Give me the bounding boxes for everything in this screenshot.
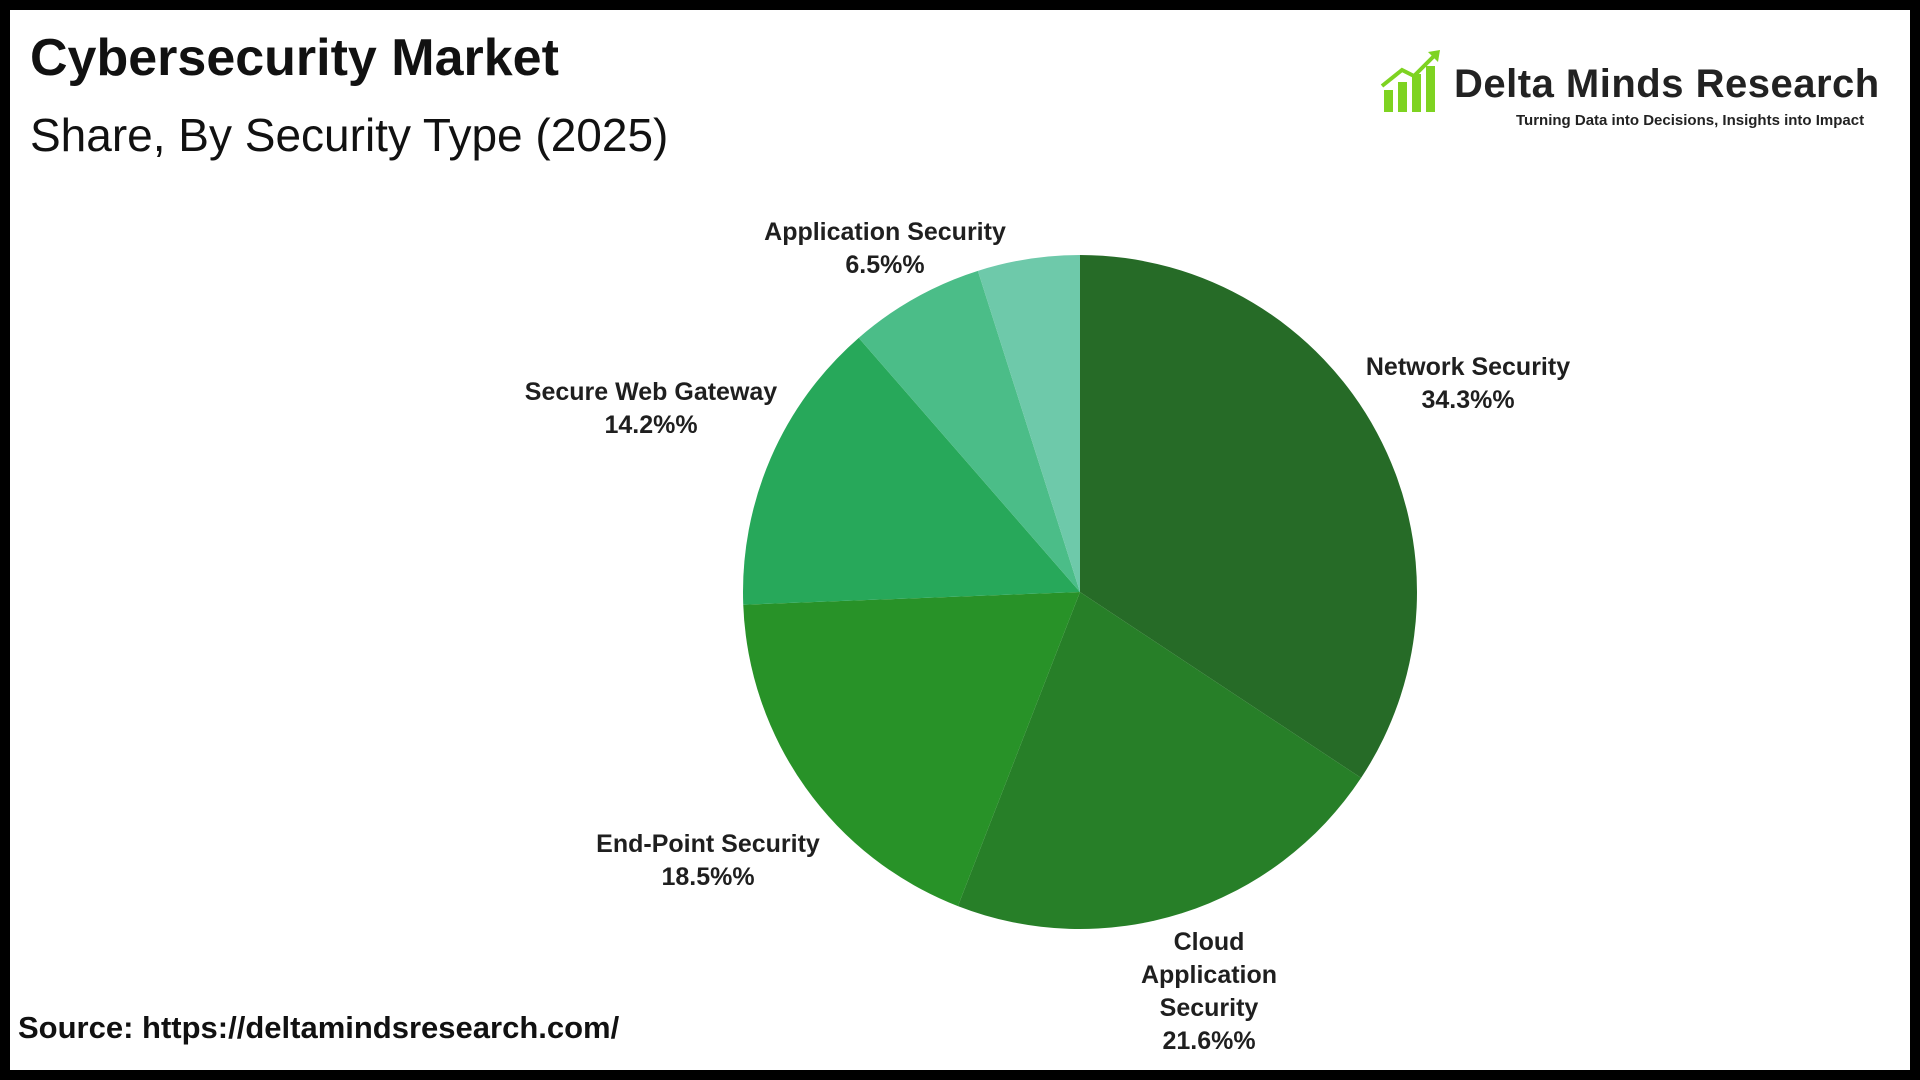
brand-logo: Delta Minds Research Turning Data into D… <box>1378 42 1888 132</box>
slice-value-label: 34.3%% <box>1421 386 1514 414</box>
chart-title: Cybersecurity Market <box>30 29 559 87</box>
slice-name-label: Network Security <box>1366 353 1570 381</box>
slice-label-group: Application Security 6.5%% <box>764 218 1006 279</box>
slice-label-group: Network Security 34.3%% <box>1366 353 1570 414</box>
slice-label-group: End-Point Security 18.5%% <box>596 830 820 891</box>
slice-name-label: Application Security <box>764 218 1006 246</box>
slice-label-group: Secure Web Gateway 14.2%% <box>525 378 778 439</box>
brand-name: Delta Minds Research <box>1454 62 1880 106</box>
source-note: Source: https://deltamindsresearch.com/ <box>18 1010 620 1045</box>
pie-slice-network-security <box>1080 255 1418 778</box>
pie-slice-other <box>977 255 1080 592</box>
pie-slice-secure-web-gateway <box>743 337 1080 605</box>
brand-tagline: Turning Data into Decisions, Insights in… <box>1516 112 1865 129</box>
bar-chart-growth-icon <box>1380 50 1440 112</box>
slice-name-label: Application <box>1141 961 1277 989</box>
slice-name-label: Secure Web Gateway <box>525 378 778 406</box>
slice-value-label: 6.5%% <box>845 251 924 279</box>
slice-name-label: Security <box>1160 994 1259 1022</box>
slice-label-group: Cloud Application Security 21.6%% <box>1141 928 1277 1055</box>
slice-value-label: 14.2%% <box>604 411 697 439</box>
pie-slice-application-security <box>858 270 1080 592</box>
slice-value-label: 21.6%% <box>1162 1027 1255 1055</box>
chart-subtitle: Share, By Security Type (2025) <box>30 109 669 161</box>
slice-name-label: Cloud <box>1174 928 1245 956</box>
pie-slice-cloud-application-security <box>957 592 1362 930</box>
slice-name-label: End-Point Security <box>596 830 820 858</box>
slice-value-label: 18.5%% <box>661 863 754 891</box>
pie-slice-end-point-security <box>743 592 1080 907</box>
